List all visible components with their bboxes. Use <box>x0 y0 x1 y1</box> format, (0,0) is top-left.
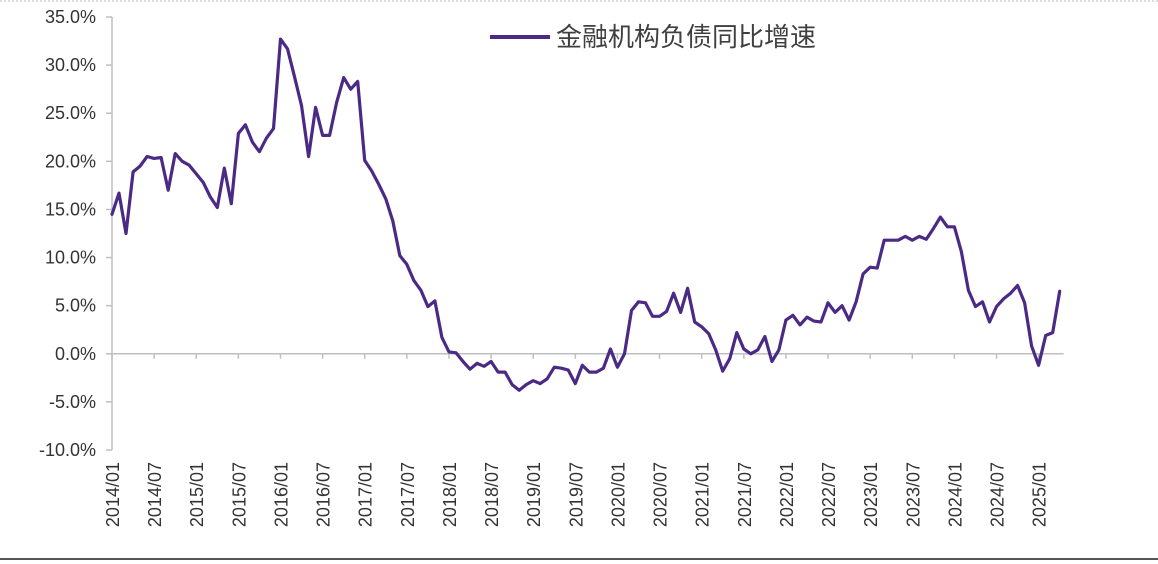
y-tick-label: 30.0% <box>45 55 96 75</box>
y-tick-label: 15.0% <box>45 199 96 219</box>
x-tick-label: 2021/07 <box>735 462 755 527</box>
x-tick-label: 2024/07 <box>988 462 1008 527</box>
x-tick-label: 2018/07 <box>482 462 502 527</box>
x-tick-label: 2017/07 <box>398 462 418 527</box>
y-tick-label: -5.0% <box>49 392 96 412</box>
x-tick-label: 2015/01 <box>187 462 207 527</box>
x-tick-label: 2022/01 <box>777 462 797 527</box>
x-tick-label: 2016/07 <box>314 462 334 527</box>
x-tick-label: 2023/01 <box>861 462 881 527</box>
x-tick-label: 2022/07 <box>819 462 839 527</box>
x-tick-label: 2019/07 <box>566 462 586 527</box>
x-tick-label: 2021/01 <box>693 462 713 527</box>
series-group <box>110 37 1062 392</box>
x-axis: 2014/01 2014/07 2015/01 2015/07 2016/01 2016/… <box>103 353 1064 527</box>
x-tick-label: 2015/07 <box>229 462 249 527</box>
legend: 金融机构负债同比增速 <box>490 23 816 53</box>
y-tick-label: 10.0% <box>45 248 96 268</box>
x-tick-label: 2023/07 <box>903 462 923 527</box>
y-tick-label: -10.0% <box>39 440 96 460</box>
x-tick-label: 2020/01 <box>608 462 628 527</box>
x-tick-label: 2025/01 <box>1030 462 1050 527</box>
x-tick-label: 2017/01 <box>356 462 376 527</box>
x-tick-label: 2014/07 <box>145 462 165 527</box>
y-tick-label: 5.0% <box>55 296 96 316</box>
series-line <box>110 37 1062 392</box>
x-tick-label: 2024/01 <box>945 462 965 527</box>
y-tick-label: 0.0% <box>55 344 96 364</box>
x-tick-label: 2020/07 <box>651 462 671 527</box>
x-tick-label: 2016/01 <box>271 462 291 527</box>
y-tick-label: 25.0% <box>45 103 96 123</box>
x-tick-label: 2019/01 <box>524 462 544 527</box>
y-tick-label: 20.0% <box>45 151 96 171</box>
legend-label: 金融机构负债同比增速 <box>556 23 816 53</box>
x-tick-label: 2014/01 <box>103 462 123 527</box>
y-tick-label: 35.0% <box>45 7 96 27</box>
y-axis: 35.0% 30.0% 25.0% 20.0% 15.0% 10.0% 5.0% 0.0% -5… <box>39 7 113 460</box>
x-tick-label: 2018/01 <box>440 462 460 527</box>
